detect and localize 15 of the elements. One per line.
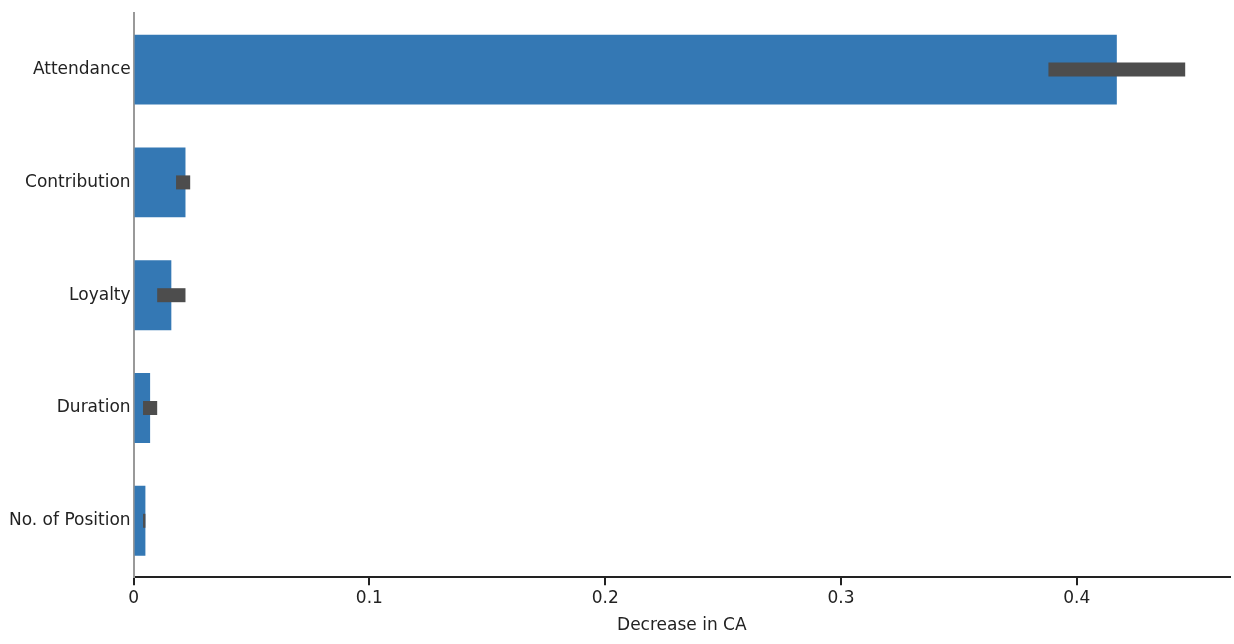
bar [134, 260, 172, 331]
y-tick-label: No. of Position [9, 509, 131, 530]
x-tick-label: 0.1 [355, 586, 383, 607]
x-tick-label: 0.4 [1063, 586, 1091, 607]
x-tick-label: 0 [128, 586, 140, 607]
y-tick-label: Duration [56, 396, 131, 417]
x-axis-title: Decrease in CA [617, 614, 747, 635]
y-tick-label: Contribution [25, 170, 131, 191]
y-tick-label: Loyalty [69, 283, 131, 304]
y-tick-label: Attendance [32, 58, 131, 79]
x-tick-label: 0.3 [827, 586, 855, 607]
bar [134, 34, 1117, 105]
x-tick-label: 0.2 [591, 586, 619, 607]
bar [134, 485, 146, 556]
bar [134, 147, 186, 218]
